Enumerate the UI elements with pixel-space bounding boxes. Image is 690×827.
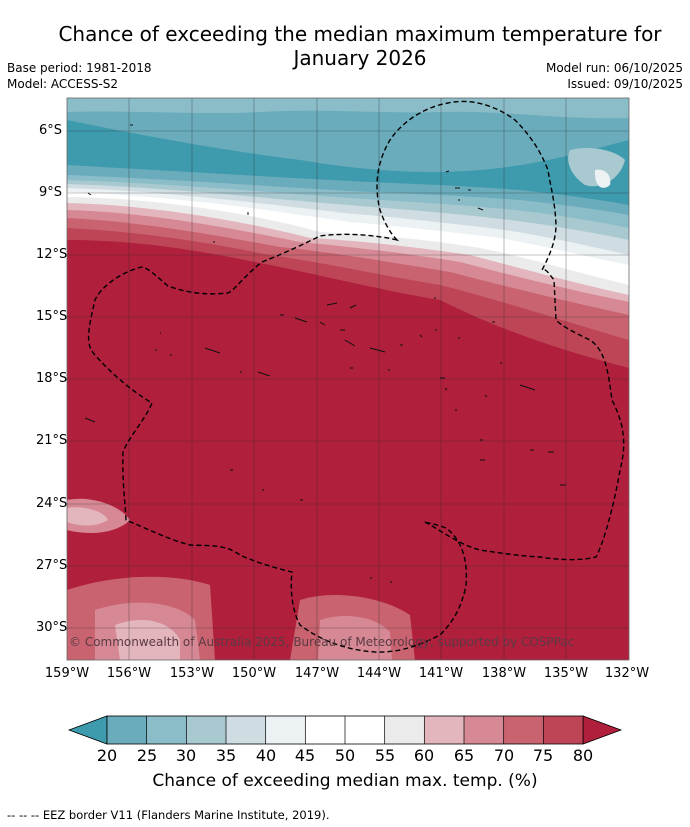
colorbar-tick-70: 70 [493, 746, 515, 765]
model-run: Model run: 06/10/2025 [545, 61, 683, 75]
lon-label-132w: 132°W [604, 666, 650, 681]
colorbar-swatch-35-40 [226, 716, 266, 744]
colorbar-outline [106, 715, 584, 745]
lat-label-15s: 15°S [36, 309, 68, 324]
probability-field: © Commonwealth of Australia 2025, Bureau… [67, 98, 629, 660]
patch-south-60-65 [115, 620, 180, 660]
lat-label-6s: 6°S [38, 123, 62, 138]
patch-light-blue [568, 148, 625, 187]
patch-sw-60-65 [67, 507, 108, 526]
map-frame [66, 97, 630, 661]
colorbar-swatch-30-35 [186, 716, 226, 744]
lat-label-21s: 21°S [36, 433, 68, 448]
lat-label-30s: 30°S [36, 620, 68, 635]
meta-right: Model run: 06/10/2025 Issued: 09/10/2025 [546, 60, 683, 92]
colorbar-swatch-60-65 [424, 716, 464, 744]
colorbar-swatch-45-50 [305, 716, 345, 744]
colorbar-swatch-65-70 [464, 716, 504, 744]
issued-date: Issued: 09/10/2025 [567, 77, 683, 91]
colorbar-swatch-50-55 [345, 716, 385, 744]
colorbar-tick-65: 65 [453, 746, 475, 765]
colorbar-tick-80: 80 [572, 746, 594, 765]
colorbar-tick-30: 30 [175, 746, 197, 765]
region-top-25-30 [67, 98, 629, 119]
patch-pale [594, 169, 611, 188]
colorbar-tick-20: 20 [96, 746, 118, 765]
colorbar-arrow-low [67, 715, 108, 745]
colorbar-tick-25: 25 [136, 746, 158, 765]
lon-label-159w: 159°W [44, 666, 90, 681]
region-below-20 [67, 120, 629, 205]
lon-label-138w: 138°W [481, 666, 527, 681]
colorbar-swatch-20-25 [107, 716, 147, 744]
base-period: Base period: 1981-2018 [7, 61, 152, 75]
lat-label-9s: 9°S [38, 185, 62, 200]
eez-border [87, 100, 625, 653]
colorbar-label: Chance of exceeding median max. temp. (%… [152, 771, 538, 791]
lon-label-144w: 144°W [356, 666, 402, 681]
copyright-text: © Commonwealth of Australia 2025, Bureau… [69, 635, 574, 649]
lon-label-141w: 141°W [418, 666, 464, 681]
colorbar-swatch-55-60 [384, 716, 425, 744]
lat-label-12s: 12°S [36, 247, 68, 262]
colorbar-tick-45: 45 [294, 746, 316, 765]
colorbar [67, 715, 623, 745]
colorbar-tick-60: 60 [413, 746, 435, 765]
lon-label-156w: 156°W [106, 666, 152, 681]
colorbar-swatch-70-75 [503, 716, 544, 744]
colorbar-tick-50: 50 [334, 746, 356, 765]
lon-label-150w: 150°W [231, 666, 277, 681]
colorbar-swatch-40-45 [265, 716, 306, 744]
colorbar-arrow-high [582, 715, 623, 745]
meta-left: Base period: 1981-2018 Model: ACCESS-S2 [7, 60, 152, 92]
graticule [67, 98, 629, 660]
colorbar-tick-40: 40 [255, 746, 277, 765]
lon-label-147w: 147°W [294, 666, 340, 681]
lon-label-153w: 153°W [169, 666, 215, 681]
lat-label-24s: 24°S [36, 496, 68, 511]
colorbar-tick-55: 55 [374, 746, 396, 765]
lat-label-18s: 18°S [36, 371, 68, 386]
patch-south2-65-70 [318, 616, 392, 660]
colorbar-tick-75: 75 [532, 746, 554, 765]
colorbar-tick-35: 35 [215, 746, 237, 765]
lat-label-27s: 27°S [36, 558, 68, 573]
colorbar-swatch-25-30 [146, 716, 187, 744]
islands [84, 124, 566, 594]
colorbar-swatch-75-80 [543, 716, 583, 744]
map-title: Chance of exceeding the median maximum t… [58, 22, 662, 70]
colorbar-dividers [146, 716, 544, 744]
eez-legend-footer: -- -- -- EEZ border V11 (Flanders Marine… [7, 808, 330, 822]
model-name: Model: ACCESS-S2 [7, 77, 119, 91]
lon-label-135w: 135°W [543, 666, 589, 681]
